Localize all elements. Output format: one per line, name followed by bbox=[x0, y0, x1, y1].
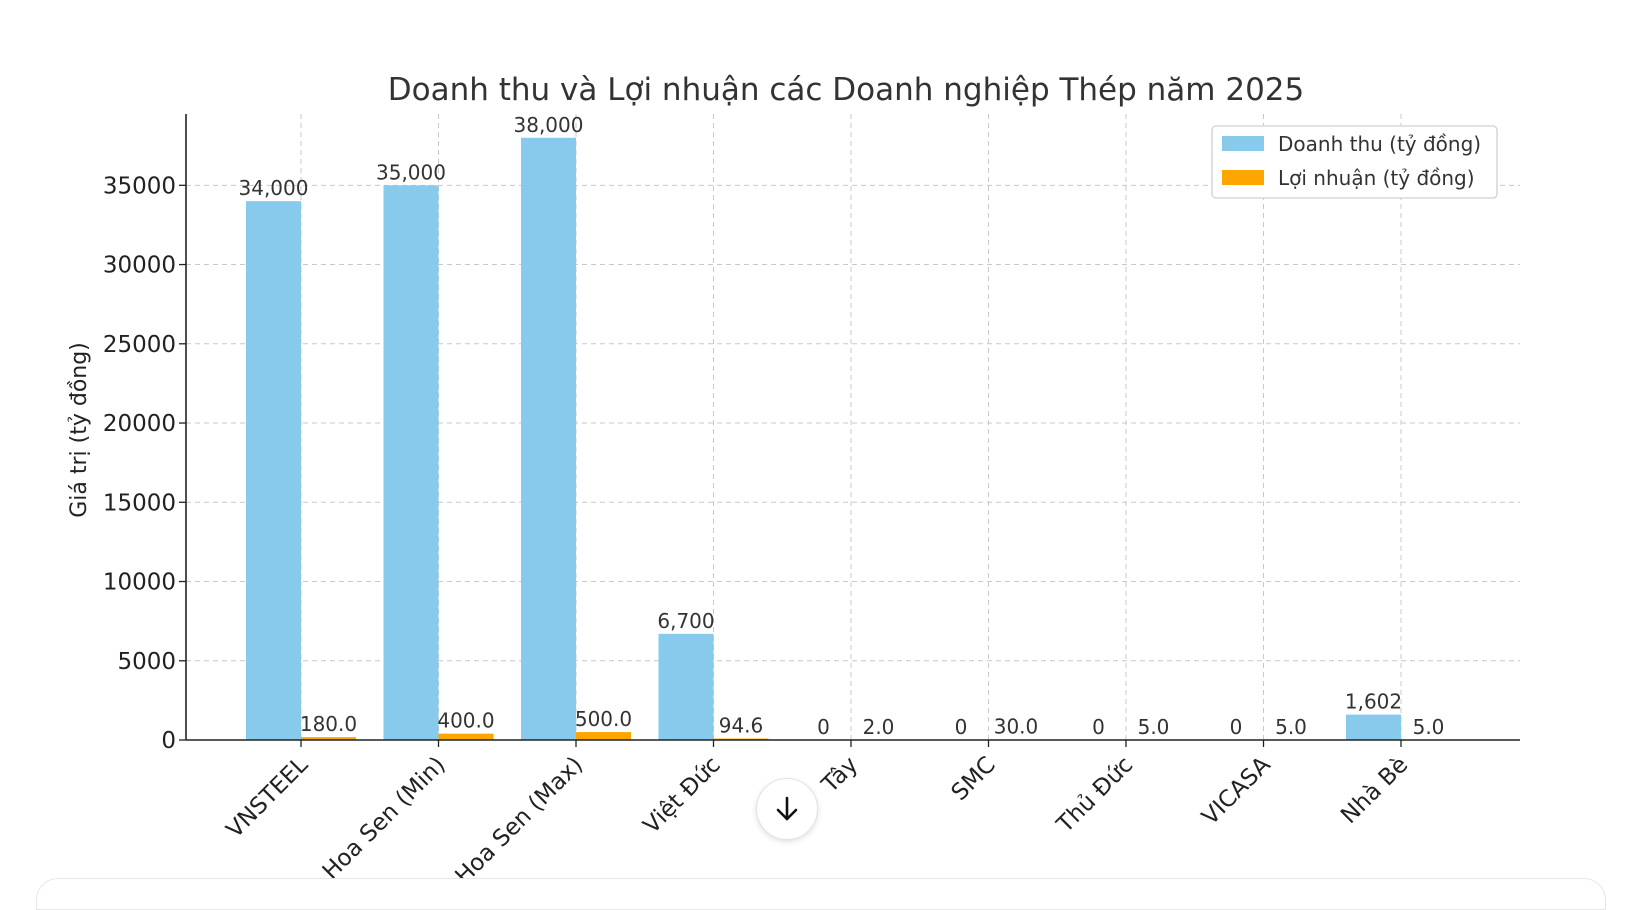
data-label-profit: 94.6 bbox=[719, 714, 764, 738]
y-tick-label: 10000 bbox=[103, 570, 176, 596]
legend-label-profit: Lợi nhuận (tỷ đồng) bbox=[1278, 166, 1475, 190]
scroll-down-button[interactable] bbox=[756, 778, 818, 840]
x-tick-label: VICASA bbox=[1197, 752, 1276, 831]
data-label-profit: 180.0 bbox=[300, 712, 357, 736]
data-label-revenue: 6,700 bbox=[657, 609, 714, 633]
data-label-profit: 2.0 bbox=[863, 715, 895, 739]
legend-swatch-revenue bbox=[1222, 136, 1264, 151]
data-label-revenue: 38,000 bbox=[514, 113, 584, 137]
y-tick-label: 0 bbox=[161, 728, 176, 754]
legend-label-revenue: Doanh thu (tỷ đồng) bbox=[1278, 132, 1481, 156]
data-label-profit: 500.0 bbox=[575, 707, 632, 731]
message-input-area[interactable] bbox=[36, 878, 1606, 910]
x-tick-label: VNSTEEL bbox=[222, 752, 314, 844]
data-label-profit: 400.0 bbox=[437, 709, 494, 733]
bar-profit bbox=[439, 734, 494, 740]
data-label-profit: 5.0 bbox=[1275, 715, 1307, 739]
y-tick-label: 30000 bbox=[103, 253, 176, 279]
x-tick-label: Tây bbox=[817, 752, 864, 799]
data-label-revenue: 0 bbox=[1230, 715, 1243, 739]
bar-revenue bbox=[384, 185, 439, 740]
data-label-revenue: 0 bbox=[1092, 715, 1105, 739]
bar-chart: 0 5000 10000 15000 20000 25000 30000 35000 VNSTE… bbox=[0, 0, 1642, 884]
x-tick-label: Hoa Sen (Max) bbox=[450, 752, 588, 884]
axes: 0 5000 10000 15000 20000 25000 30000 35000 VNSTE… bbox=[103, 114, 1520, 884]
legend-swatch-profit bbox=[1222, 170, 1264, 185]
data-label-revenue: 34,000 bbox=[239, 176, 309, 200]
x-tick-label: Hoa Sen (Min) bbox=[318, 752, 451, 884]
chart-title: Doanh thu và Lợi nhuận các Doanh nghiệp … bbox=[388, 72, 1305, 108]
y-tick-label: 35000 bbox=[103, 173, 176, 199]
bar-revenue bbox=[1346, 715, 1401, 740]
data-label-profit: 5.0 bbox=[1413, 715, 1445, 739]
x-tick-label: Thủ Đức bbox=[1052, 752, 1139, 839]
data-label-revenue: 0 bbox=[817, 715, 830, 739]
legend: Doanh thu (tỷ đồng) Lợi nhuận (tỷ đồng) bbox=[1212, 126, 1497, 198]
arrow-down-icon bbox=[772, 794, 802, 824]
data-label-revenue: 0 bbox=[955, 715, 968, 739]
bar-revenue bbox=[246, 201, 301, 740]
bar-profit bbox=[576, 732, 631, 740]
y-tick-label: 20000 bbox=[103, 411, 176, 437]
data-label-profit: 5.0 bbox=[1138, 715, 1170, 739]
x-tick-label: Việt Đức bbox=[639, 752, 726, 839]
data-label-revenue: 1,602 bbox=[1345, 690, 1402, 714]
bar-revenue bbox=[521, 138, 576, 740]
data-label-revenue: 35,000 bbox=[376, 160, 446, 184]
x-tick-label: Nhà Bè bbox=[1336, 752, 1413, 829]
y-axis-label: Giá trị (tỷ đồng) bbox=[67, 342, 92, 518]
data-label-profit: 30.0 bbox=[994, 715, 1039, 739]
bar-revenue bbox=[659, 634, 714, 740]
x-tick-label: SMC bbox=[947, 752, 1001, 806]
y-tick-label: 5000 bbox=[117, 649, 176, 675]
y-tick-label: 25000 bbox=[103, 332, 176, 358]
y-tick-label: 15000 bbox=[103, 490, 176, 516]
